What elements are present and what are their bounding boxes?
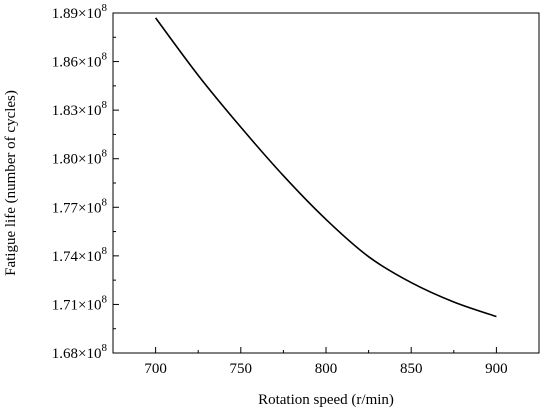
- x-tick-label: 750: [230, 361, 253, 377]
- y-tick-label: 1.80×108: [52, 148, 108, 168]
- x-tick-label: 900: [485, 361, 508, 377]
- x-tick-label: 800: [315, 361, 338, 377]
- x-tick-label: 700: [144, 361, 167, 377]
- x-axis-ticks: 700 750 800 850 900: [144, 347, 508, 377]
- y-tick-label: 1.89×108: [52, 2, 108, 22]
- series-line: [154, 17, 497, 318]
- y-tick-label: 1.68×108: [52, 342, 108, 362]
- x-tick-label: 850: [400, 361, 423, 377]
- y-axis-ticks: 1.68×108 1.71×108 1.74×108 1.77×108 1.80×108…: [52, 2, 119, 362]
- y-tick-label: 1.77×108: [52, 196, 108, 216]
- x-axis-label: Rotation speed (r/min): [258, 392, 394, 408]
- y-tick-label: 1.86×108: [52, 51, 108, 71]
- y-tick-label: 1.71×108: [52, 293, 108, 313]
- y-tick-label: 1.83×108: [52, 99, 108, 119]
- plot-frame: [112, 12, 540, 354]
- y-tick-label: 1.74×108: [52, 245, 108, 265]
- y-axis-label: Fatigue life (number of cycles): [3, 90, 19, 276]
